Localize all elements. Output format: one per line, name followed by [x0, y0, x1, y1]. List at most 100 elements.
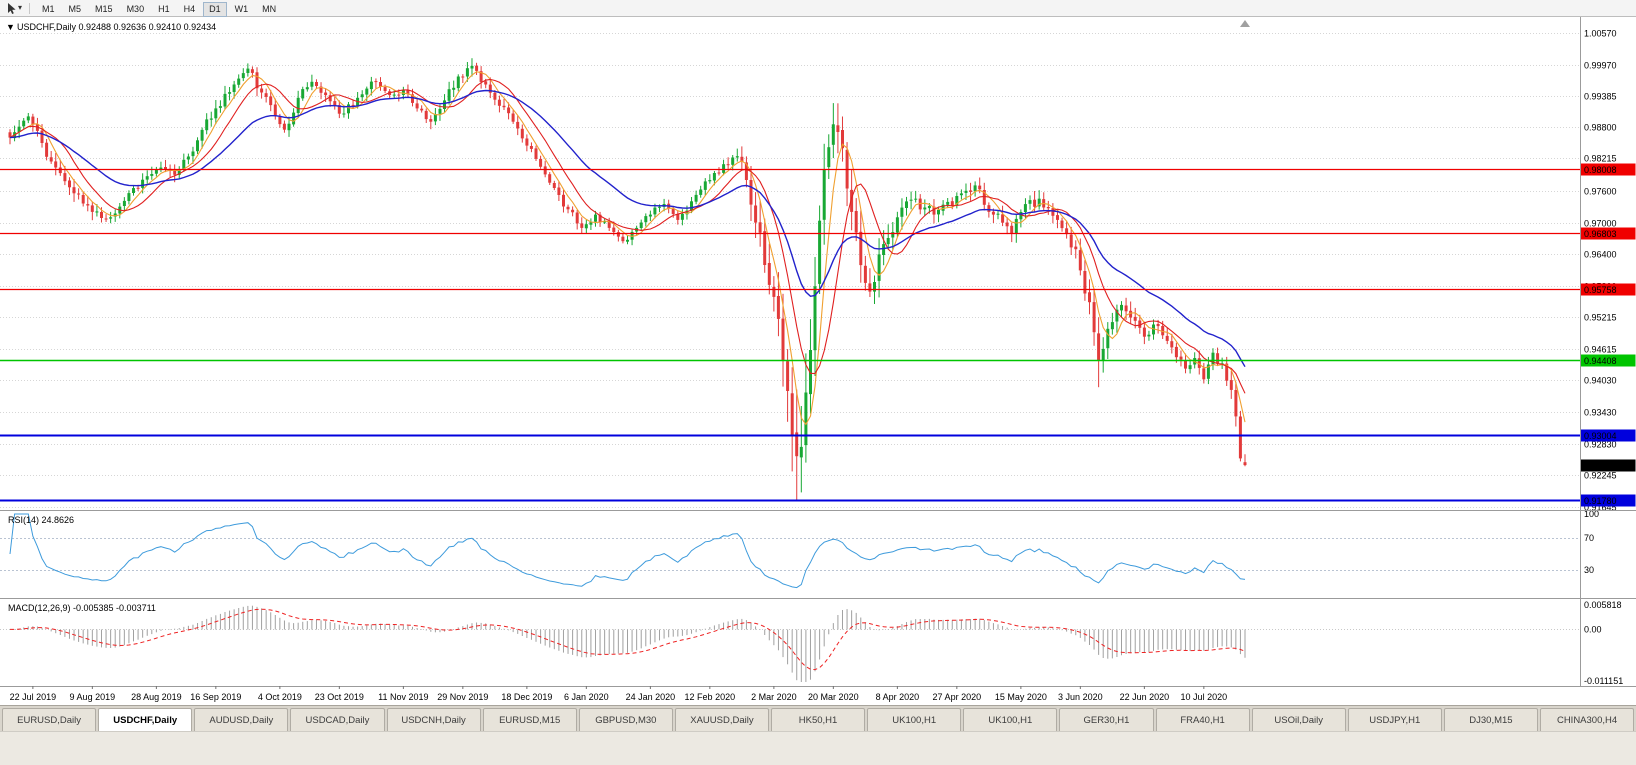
macd-panel: 0.005818 0.00 -0.011151 MACD(12,26,9) -0.00… [0, 600, 1623, 686]
level-badge-label: 0.91780 [1584, 496, 1617, 506]
price-axis-label: 0.94615 [1584, 345, 1617, 355]
rsi-axis-label: 70 [1584, 533, 1594, 543]
level-lines: 0.98008 0.96803 0.95758 0.94408 0.93004 0.917… [0, 163, 1636, 507]
date-axis-label: 15 May 2020 [995, 692, 1047, 702]
date-axis[interactable]: 22 Jul 2019 9 Aug 2019 28 Aug 2019 16 Sep 2… [10, 686, 1228, 702]
timeframe-button-group: M1 M5 M15 M30 H1 H4 D1 W1 MN [35, 0, 283, 17]
level-badge [1580, 283, 1636, 296]
level-badge-label: 0.98008 [1584, 165, 1617, 175]
timeframe-button-D1[interactable]: D1 [203, 2, 227, 17]
timeframe-button-MN[interactable]: MN [256, 2, 282, 17]
date-axis-label: 3 Jun 2020 [1058, 692, 1103, 702]
chart-tab-USOil-Daily[interactable]: USOil,Daily [1251, 708, 1346, 731]
chart-tab-DJ30-M15[interactable]: DJ30,M15 [1443, 708, 1538, 731]
date-axis-label: 20 Mar 2020 [808, 692, 859, 702]
timeframe-button-H1[interactable]: H1 [152, 2, 176, 17]
date-axis-label: 29 Nov 2019 [437, 692, 488, 702]
pointer-tool-button[interactable]: ▾ [4, 2, 24, 15]
timeframe-button-M1[interactable]: M1 [36, 2, 61, 17]
status-bar [0, 731, 1636, 765]
chart-canvas[interactable]: 1.00570 0.99970 0.99385 0.98800 0.98215 0.976… [0, 17, 1636, 705]
macd-axis-label: -0.011151 [1584, 676, 1623, 686]
chart-shift-marker[interactable] [1240, 20, 1250, 27]
price-axis-label: 0.95215 [1584, 313, 1617, 323]
macd-indicator-label: MACD(12,26,9) -0.005385 -0.003711 [8, 603, 156, 613]
date-axis-label: 6 Jan 2020 [564, 692, 609, 702]
chart-tab-USDCAD-Daily[interactable]: USDCAD,Daily [290, 708, 385, 731]
price-axis-label: 0.98800 [1584, 123, 1617, 133]
date-axis-label: 10 Jul 2020 [1181, 692, 1228, 702]
price-axis-label: 0.92830 [1584, 440, 1617, 450]
chart-title: USDCHF,Daily 0.92488 0.92636 0.92410 0.9… [17, 22, 216, 32]
chart-tab-EURUSD-Daily[interactable]: EURUSD,Daily [2, 708, 97, 731]
chart-toolbar: ▾ M1 M5 M15 M30 H1 H4 D1 W1 MN [0, 0, 1636, 17]
macd-signal-line [10, 608, 1246, 671]
toolbar-separator [29, 2, 31, 14]
date-axis-label: 23 Oct 2019 [315, 692, 364, 702]
panel-separators [0, 17, 1636, 687]
timeframe-button-H4[interactable]: H4 [178, 2, 202, 17]
level-badge [1580, 429, 1636, 442]
ma-line-ma-mid [9, 78, 1246, 394]
chart-region: 1.00570 0.99970 0.99385 0.98800 0.98215 0.976… [0, 17, 1636, 705]
date-axis-label: 4 Oct 2019 [258, 692, 302, 702]
price-axis-label: 0.99385 [1584, 92, 1617, 102]
chart-tab-AUDUSD-Daily[interactable]: AUDUSD,Daily [194, 708, 289, 731]
chart-tab-USDCHF-Daily[interactable]: USDCHF,Daily [98, 708, 193, 731]
chart-tab-EURUSD-M15[interactable]: EURUSD,M15 [482, 708, 577, 731]
current-price-marker: 0.92434 [1580, 459, 1636, 472]
price-axis-label: 0.91645 [1584, 503, 1617, 513]
price-axis-label: 0.97000 [1584, 219, 1617, 229]
price-axis-label: 0.97600 [1584, 187, 1617, 197]
level-badge-label: 0.93004 [1584, 431, 1617, 441]
price-axis-label: 0.98215 [1584, 154, 1617, 164]
ma-line-ma-slow [9, 89, 1246, 368]
price-axis-label: 0.92245 [1584, 471, 1617, 481]
price-axis-label: 0.94030 [1584, 376, 1617, 386]
chart-dropdown-icon[interactable]: ▼ [6, 22, 15, 32]
level-badge-label: 0.95758 [1584, 285, 1617, 295]
rsi-axis-label: 100 [1584, 509, 1599, 519]
level-badge [1580, 494, 1636, 507]
date-axis-label: 22 Jun 2020 [1120, 692, 1170, 702]
chart-tab-FRA40-H1[interactable]: FRA40,H1 [1155, 708, 1250, 731]
chart-tab-UK100-H1[interactable]: UK100,H1 [867, 708, 962, 731]
current-price-label: 0.92434 [1584, 461, 1617, 471]
date-axis-label: 22 Jul 2019 [10, 692, 57, 702]
macd-axis-label: 0.00 [1584, 625, 1602, 635]
candlestick-series [8, 58, 1247, 500]
pointer-icon [8, 2, 16, 14]
chart-title-group: ▼ USDCHF,Daily 0.92488 0.92636 0.92410 0.… [6, 22, 216, 32]
chart-tab-USDJPY-H1[interactable]: USDJPY,H1 [1347, 708, 1442, 731]
price-axis-label: 1.00570 [1584, 29, 1617, 39]
timeframe-button-M15[interactable]: M15 [89, 2, 119, 17]
macd-axis-label: 0.005818 [1584, 600, 1622, 610]
timeframe-button-M5[interactable]: M5 [63, 2, 88, 17]
date-axis-label: 8 Apr 2020 [876, 692, 920, 702]
level-badge-label: 0.94408 [1584, 356, 1617, 366]
chart-tab-GER30-H1[interactable]: GER30,H1 [1059, 708, 1154, 731]
chart-tab-GBPUSD-M30[interactable]: GBPUSD,M30 [578, 708, 673, 731]
price-axis-label: 0.93430 [1584, 408, 1617, 418]
timeframe-button-W1[interactable]: W1 [229, 2, 255, 17]
rsi-line [9, 513, 1246, 589]
chart-tabs-bar: EURUSD,Daily USDCHF,Daily AUDUSD,Daily USDC… [0, 705, 1636, 731]
chart-tab-HK50-H1[interactable]: HK50,H1 [771, 708, 866, 731]
rsi-panel: 100 70 30 RSI(14) 24.8626 [0, 509, 1599, 589]
date-axis-label: 9 Aug 2019 [70, 692, 116, 702]
date-axis-label: 24 Jan 2020 [626, 692, 676, 702]
level-badge [1580, 354, 1636, 367]
chart-tab-UK100-H1[interactable]: UK100,H1 [963, 708, 1058, 731]
level-badge-label: 0.96803 [1584, 229, 1617, 239]
moving-average-lines [9, 71, 1246, 426]
date-axis-label: 27 Apr 2020 [933, 692, 982, 702]
chart-tab-CHINA300-H4[interactable]: CHINA300,H4 [1540, 708, 1635, 731]
timeframe-button-M30[interactable]: M30 [121, 2, 151, 17]
date-axis-label: 2 Mar 2020 [751, 692, 797, 702]
ma-line-ma-fast [9, 71, 1246, 426]
level-badge [1580, 227, 1636, 240]
chart-tab-XAUUSD-Daily[interactable]: XAUUSD,Daily [674, 708, 769, 731]
chart-tab-USDCNH-Daily[interactable]: USDCNH,Daily [386, 708, 481, 731]
level-badge [1580, 163, 1636, 176]
date-axis-label: 12 Feb 2020 [685, 692, 736, 702]
